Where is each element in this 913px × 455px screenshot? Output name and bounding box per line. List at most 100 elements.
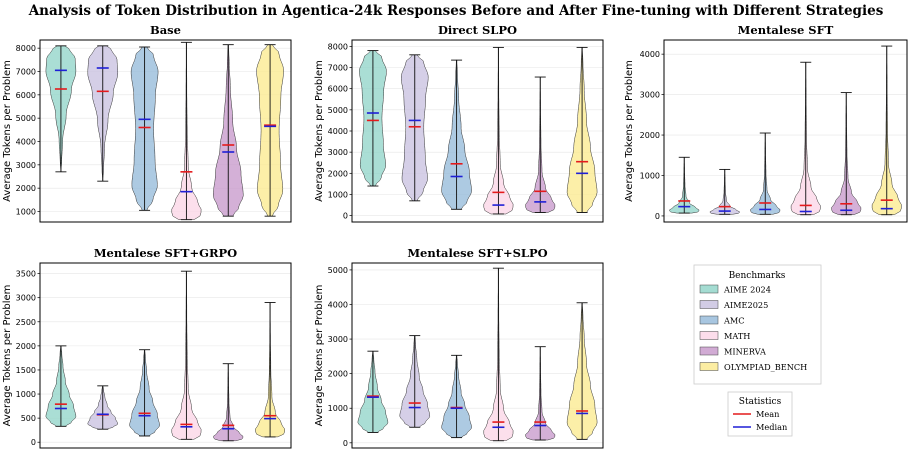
legend-label: OLYMPIAD_BENCH [724,362,807,372]
legend-item-aime2025: AIME2025 [699,300,768,310]
y-tick-label: 3000 [328,335,348,344]
y-tick-label: 3000 [16,161,36,170]
violin-amc [129,349,160,437]
legend-label: MINERVA [724,347,766,357]
y-tick-label: 3000 [328,148,348,157]
violin-aime2025 [709,168,740,215]
y-axis-label: Average Tokens per Problem [624,60,635,202]
figure-title: Analysis of Token Distribution in Agenti… [28,3,884,19]
legend-item-mean: Mean [733,409,780,419]
violin-aime2025 [401,54,429,202]
violin-math [171,41,202,221]
panel-title: Mentalese SFT [738,23,834,37]
y-axis-label: Average Tokens per Problem [314,285,325,427]
legend-item-minerva: MINERVA [699,347,766,357]
violin-olympiad-bench [566,46,598,213]
panels: Base10002000300040005000600070008000Aver… [2,23,908,449]
y-tick-label: 0 [31,438,36,447]
plot-frame [39,262,292,449]
y-tick-label: 8000 [16,44,36,53]
legend-label: AIME 2024 [723,285,771,295]
y-tick-label: 6000 [16,91,36,100]
y-tick-label: 2000 [328,370,348,379]
statistics-legend: Statistics Mean Median [727,391,793,437]
panel-mentalese-sft: Mentalese SFT 0 1000 2000 3000 4000 Average To… [624,23,908,223]
plot-frame [351,262,604,449]
y-tick-label: 2000 [16,184,36,193]
y-tick-label: 5000 [328,266,348,275]
legend-label: AIME2025 [723,300,768,310]
panel-title: Mentalese SFT+SLPO [407,246,547,260]
violin-minerva [525,76,556,213]
violin-aime2025 [87,45,119,182]
y-tick-label: 0 [655,212,660,221]
statistics-legend-title: Statistics [739,397,782,407]
panel-mentalese-sft-grpo: Mentalese SFT+GRPO 0 500 1000 1500 2000 2500 30… [2,246,292,449]
y-tick-label: 0 [343,439,348,448]
violin-aime-2024 [45,45,77,173]
y-tick-label: 4000 [328,127,348,136]
violin-aime-2024 [45,345,77,427]
violin-olympiad-bench [256,44,284,217]
y-tick-label: 2000 [640,131,660,140]
y-tick-label: 7000 [16,68,36,77]
y-tick-label: 1000 [16,390,36,399]
legend-label: MATH [724,331,750,341]
y-tick-label: 1000 [640,171,660,180]
legend-label: AMC [723,316,745,326]
y-tick-label: 0 [343,212,348,221]
y-tick-label: 7000 [328,64,348,73]
legend-label: Median [756,422,788,432]
y-tick-label: 3500 [16,270,36,279]
violin-amc [441,354,472,439]
violin-minerva [213,44,244,217]
violin-olympiad-bench [255,302,285,438]
violin-amc [130,46,159,211]
statistics-legend-items: Mean Median [733,409,788,432]
violin-minerva [525,346,556,441]
violin-amc [441,59,472,210]
panel-title: Base [150,23,181,37]
y-tick-label: 8000 [328,42,348,51]
legend-swatch [699,315,719,325]
panel-title: Mentalese SFT+GRPO [94,246,237,260]
benchmarks-legend: Benchmarks AIME 2024 AIME2025 AMC MATH MINER… [693,264,822,385]
y-axis-label: Average Tokens per Problem [2,60,13,202]
legend-item-median: Median [733,422,788,432]
y-tick-label: 4000 [328,300,348,309]
violin-math [790,61,821,216]
panel-mentalese-sft-slpo: Mentalese SFT+SLPO 0 1000 2000 3000 4000 5000 A… [314,246,604,449]
y-axis-label: Average Tokens per Problem [2,285,13,427]
legend-item-math: MATH [699,331,750,341]
panel-direct-slpo: Direct SLPO 0 1000 2000 3000 4000 5000 6000 7000… [314,23,604,223]
y-tick-label: 3000 [640,91,660,100]
y-tick-label: 2000 [16,342,36,351]
legend-swatch [699,362,719,371]
legend-item-amc: AMC [699,315,745,326]
y-tick-label: 2500 [16,318,36,327]
violin-math [483,267,514,442]
legend-swatch [699,284,719,294]
violin-math [483,46,514,215]
y-tick-label: 500 [21,414,36,423]
y-tick-label: 6000 [328,85,348,94]
plot-frame [351,39,604,223]
panel-title: Direct SLPO [438,23,517,37]
violin-aime2025 [87,385,119,430]
violin-amc [750,132,781,215]
legend-item-olympiad-bench: OLYMPIAD_BENCH [699,362,807,372]
legend-swatch [699,300,719,309]
plot-frame [663,39,908,223]
violin-aime-2024 [359,50,387,187]
panel-base: Base 1000 2000 3000 4000 5000 6000 7000 8000Aver… [2,23,292,223]
violin-math [171,270,202,440]
benchmarks-legend-items: AIME 2024 AIME2025 AMC MATH MINERVA OLYMPIAD_… [699,284,807,372]
violin-aime-2024 [669,156,700,214]
legend-item-aime-2024: AIME 2024 [699,284,771,295]
violin-olympiad-bench [566,302,598,440]
legend-label: Mean [756,409,780,419]
y-tick-label: 4000 [640,50,660,59]
y-tick-label: 1000 [328,190,348,199]
y-tick-label: 5000 [16,114,36,123]
